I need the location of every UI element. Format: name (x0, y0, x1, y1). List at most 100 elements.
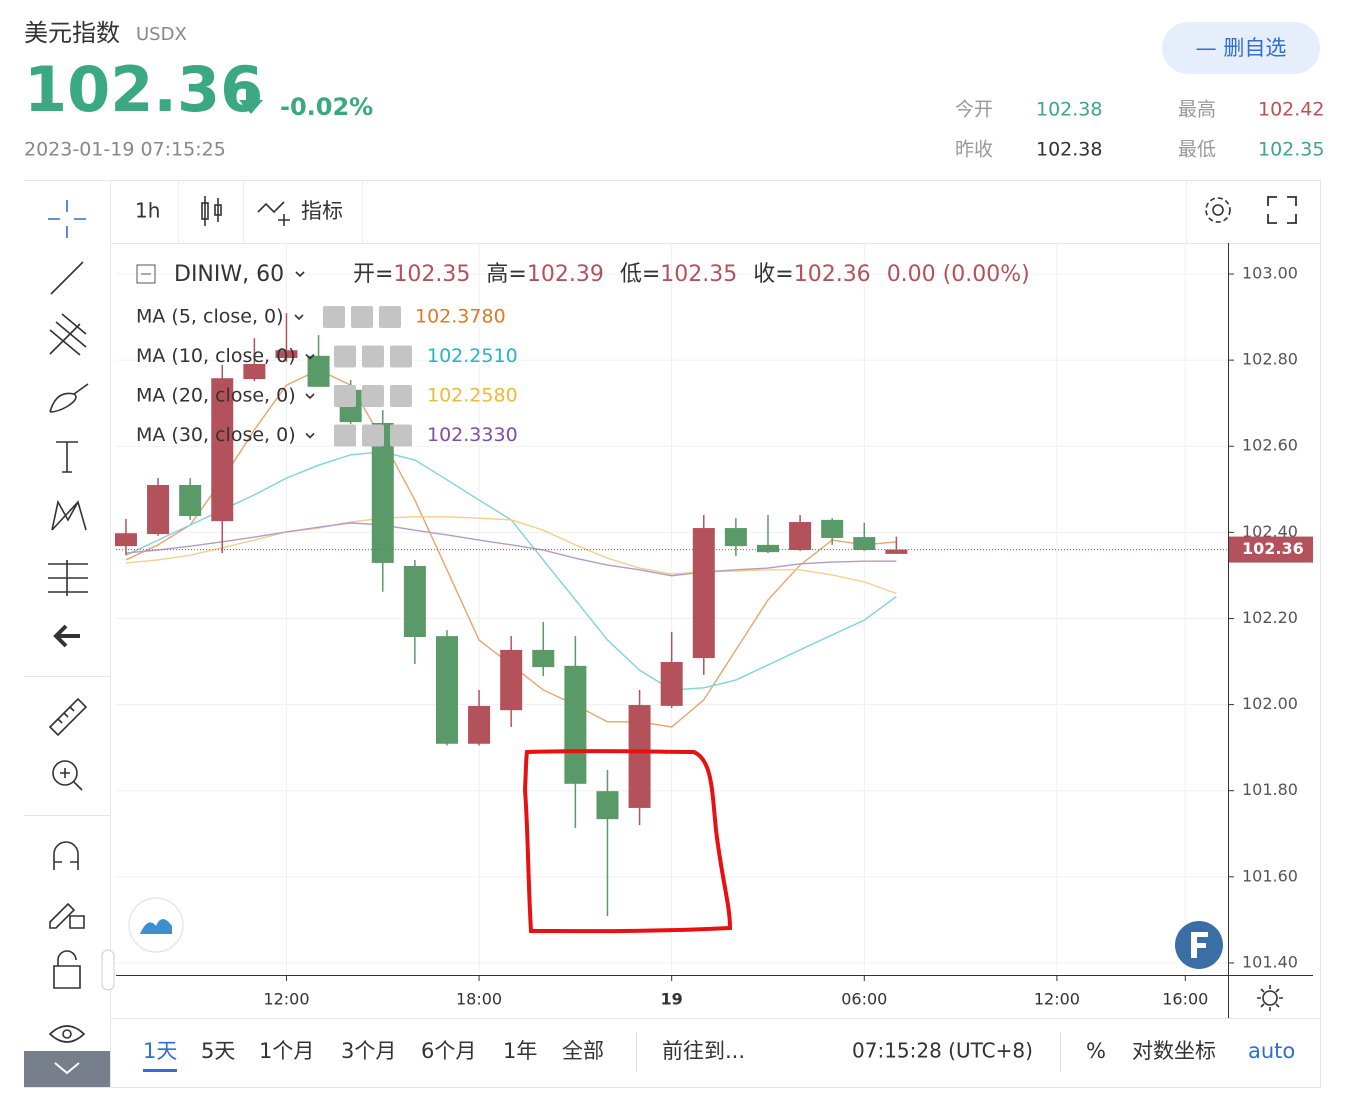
x-tick-label: 19 (661, 990, 683, 1009)
candle-body (179, 484, 202, 516)
logo-button[interactable] (128, 897, 184, 953)
moving-averages (125, 369, 897, 728)
ma-action[interactable] (323, 306, 345, 328)
ma-action[interactable] (351, 306, 373, 328)
chevron (295, 271, 305, 278)
fib-tool[interactable] (48, 560, 88, 596)
ohlc-label: 开= (353, 262, 393, 287)
ma-name[interactable]: MA (30, close, 0) (136, 424, 296, 446)
line-tool[interactable] (50, 261, 84, 295)
pattern-tool[interactable] (51, 499, 87, 531)
expand-button[interactable] (24, 1051, 110, 1087)
last-price-label: 102.36 (1242, 539, 1304, 558)
ma-name[interactable]: MA (20, close, 0) (136, 385, 296, 407)
x-tick-label: 12:00 (263, 990, 309, 1009)
candle-body (275, 350, 298, 358)
percent[interactable]: % (1086, 1039, 1106, 1063)
chevron (54, 1062, 80, 1075)
range-button[interactable]: 1天 (143, 1039, 177, 1063)
ma-action[interactable] (334, 385, 356, 407)
range-button[interactable]: 6个月 (421, 1039, 476, 1063)
zoom-tool[interactable] (52, 760, 78, 786)
ruler-tool[interactable] (48, 697, 88, 737)
range-button[interactable]: 3个月 (341, 1039, 396, 1063)
candle-body (371, 422, 394, 563)
x-tick-label: 18:00 (456, 990, 502, 1009)
range-button[interactable]: 5天 (201, 1039, 235, 1063)
range-button[interactable]: 1年 (503, 1039, 537, 1063)
ma-action[interactable] (334, 345, 356, 368)
log-scale[interactable]: 对数坐标 (1132, 1039, 1216, 1063)
ma-action[interactable] (362, 385, 384, 407)
axes: 101.40101.60101.80102.00102.20102.40102.… (116, 264, 1313, 1009)
remove-watchlist-button[interactable] (1162, 22, 1320, 74)
title: 美元指数 (24, 19, 120, 47)
candle-body (853, 537, 876, 551)
back-tool[interactable] (53, 624, 80, 648)
price: 102.36 (24, 53, 263, 126)
range-button[interactable]: 全部 (562, 1039, 604, 1063)
legend: DINIW, 60 开=102.35 高=102.39 低=102.35 收=102.3… (136, 262, 1030, 447)
candle-body (885, 549, 908, 554)
active-underline (143, 1069, 177, 1072)
candle-body (789, 522, 812, 551)
indicator-icon[interactable] (257, 201, 290, 226)
chevron (305, 393, 315, 400)
ma-action[interactable] (362, 424, 384, 447)
eye-tool[interactable] (48, 1025, 86, 1043)
y-tick-label: 103.00 (1242, 264, 1298, 283)
candle-body (147, 484, 170, 535)
last-price-tag (1229, 536, 1313, 563)
brush-tool[interactable] (49, 383, 89, 413)
fullscreen-icon[interactable] (1267, 196, 1297, 224)
magnet-tool[interactable] (53, 841, 79, 870)
collapse-box[interactable] (136, 264, 156, 284)
auto-scale[interactable]: auto (1248, 1039, 1295, 1063)
candle-body (403, 565, 426, 637)
candle-body (468, 705, 491, 744)
fork-tool[interactable] (49, 313, 87, 356)
lock-tool[interactable] (53, 950, 81, 989)
symbol[interactable]: DINIW, 60 (174, 262, 284, 287)
y-tick-label: 102.40 (1242, 522, 1298, 541)
range-button[interactable]: 1个月 (259, 1039, 314, 1063)
ma-action[interactable] (390, 345, 412, 368)
stat-label: 最高 (1178, 99, 1216, 121)
y-tick-label: 102.60 (1242, 436, 1298, 455)
x-tick-label: 16:00 (1162, 990, 1208, 1009)
ma-value: 102.3330 (427, 424, 518, 446)
goto[interactable]: 前往到... (662, 1039, 745, 1063)
indicators[interactable]: 指标 (301, 199, 343, 223)
candle-icon[interactable] (201, 196, 222, 226)
candle-body (564, 665, 587, 784)
ma-action[interactable] (334, 424, 356, 447)
settings-icon[interactable] (1205, 197, 1231, 223)
candle-body (724, 528, 747, 547)
ma-action[interactable] (362, 345, 384, 368)
text-tool[interactable] (56, 441, 78, 473)
stat-label: 今开 (955, 99, 993, 121)
ma-action[interactable] (390, 385, 412, 407)
ohlc-label: 高= (486, 262, 526, 287)
ohlc: 开=102.35 高=102.39 低=102.35 收=102.36 0.00 (0.… (353, 262, 1030, 287)
stat-value: 102.42 (1258, 99, 1324, 121)
ma-name[interactable]: MA (5, close, 0) (136, 306, 284, 328)
down-arrow (239, 90, 263, 114)
crosshair-tool[interactable] (48, 200, 86, 238)
candle-body (500, 649, 523, 711)
ma-action[interactable] (379, 306, 401, 328)
ma-name[interactable]: MA (10, close, 0) (136, 345, 296, 367)
candles (114, 313, 908, 917)
lock-draw-tool[interactable] (49, 902, 85, 929)
y-tick-label: 102.80 (1242, 350, 1298, 369)
ohlc-label: 低= (620, 262, 660, 287)
ma-action[interactable] (390, 424, 412, 447)
collapse-handle[interactable] (101, 949, 115, 991)
stats: 今开 102.38 最高 102.42 昨收 102.38 最低 102.35 (955, 99, 1324, 161)
axis-settings[interactable] (1257, 985, 1283, 1011)
candle-body (307, 355, 330, 387)
chevron (305, 432, 315, 439)
interval[interactable]: 1h (135, 199, 160, 223)
